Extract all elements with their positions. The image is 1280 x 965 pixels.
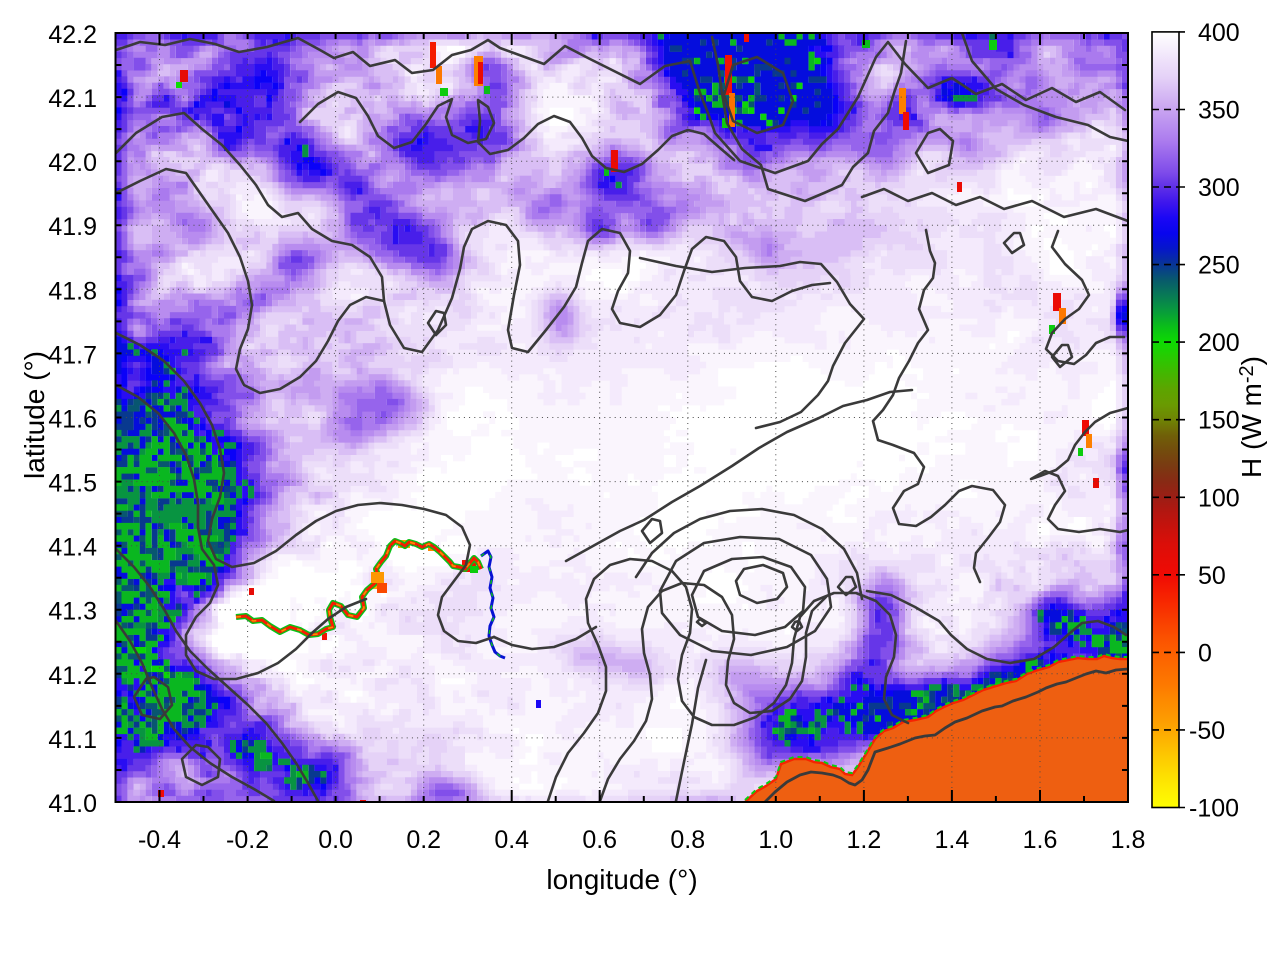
svg-text:400: 400 xyxy=(1198,19,1240,47)
svg-text:-0.2: -0.2 xyxy=(226,826,269,854)
svg-text:41.0: 41.0 xyxy=(48,790,97,818)
svg-text:1.8: 1.8 xyxy=(1111,826,1146,854)
svg-text:41.5: 41.5 xyxy=(48,470,97,498)
svg-text:41.9: 41.9 xyxy=(48,213,97,241)
svg-text:41.2: 41.2 xyxy=(48,662,97,690)
svg-text:0: 0 xyxy=(1198,639,1212,667)
svg-text:0.2: 0.2 xyxy=(406,826,441,854)
svg-text:300: 300 xyxy=(1198,174,1240,202)
svg-text:41.1: 41.1 xyxy=(48,726,97,754)
svg-text:42.2: 42.2 xyxy=(48,21,97,49)
svg-text:-50: -50 xyxy=(1189,717,1225,745)
svg-text:0.8: 0.8 xyxy=(670,826,705,854)
svg-text:1.2: 1.2 xyxy=(847,826,882,854)
svg-text:41.8: 41.8 xyxy=(48,277,97,305)
svg-text:-100: -100 xyxy=(1189,795,1239,823)
svg-text:latitude (°): latitude (°) xyxy=(19,351,50,479)
svg-text:41.6: 41.6 xyxy=(48,406,97,434)
svg-text:42.0: 42.0 xyxy=(48,149,97,177)
svg-text:H (W m-2): H (W m-2) xyxy=(1236,356,1267,478)
svg-text:1.4: 1.4 xyxy=(935,826,970,854)
svg-text:250: 250 xyxy=(1198,252,1240,280)
svg-text:350: 350 xyxy=(1198,97,1240,125)
svg-text:-0.4: -0.4 xyxy=(138,826,181,854)
svg-text:200: 200 xyxy=(1198,329,1240,357)
svg-text:0.0: 0.0 xyxy=(318,826,353,854)
svg-text:150: 150 xyxy=(1198,407,1240,435)
svg-text:0.6: 0.6 xyxy=(582,826,617,854)
svg-text:1.6: 1.6 xyxy=(1023,826,1058,854)
svg-text:100: 100 xyxy=(1198,484,1240,512)
svg-text:41.7: 41.7 xyxy=(48,341,97,369)
svg-text:42.1: 42.1 xyxy=(48,85,97,113)
svg-text:50: 50 xyxy=(1198,562,1226,590)
svg-text:41.3: 41.3 xyxy=(48,598,97,626)
svg-text:1.0: 1.0 xyxy=(758,826,793,854)
svg-text:41.4: 41.4 xyxy=(48,534,97,562)
svg-text:0.4: 0.4 xyxy=(494,826,529,854)
svg-text:longitude (°): longitude (°) xyxy=(546,864,697,895)
